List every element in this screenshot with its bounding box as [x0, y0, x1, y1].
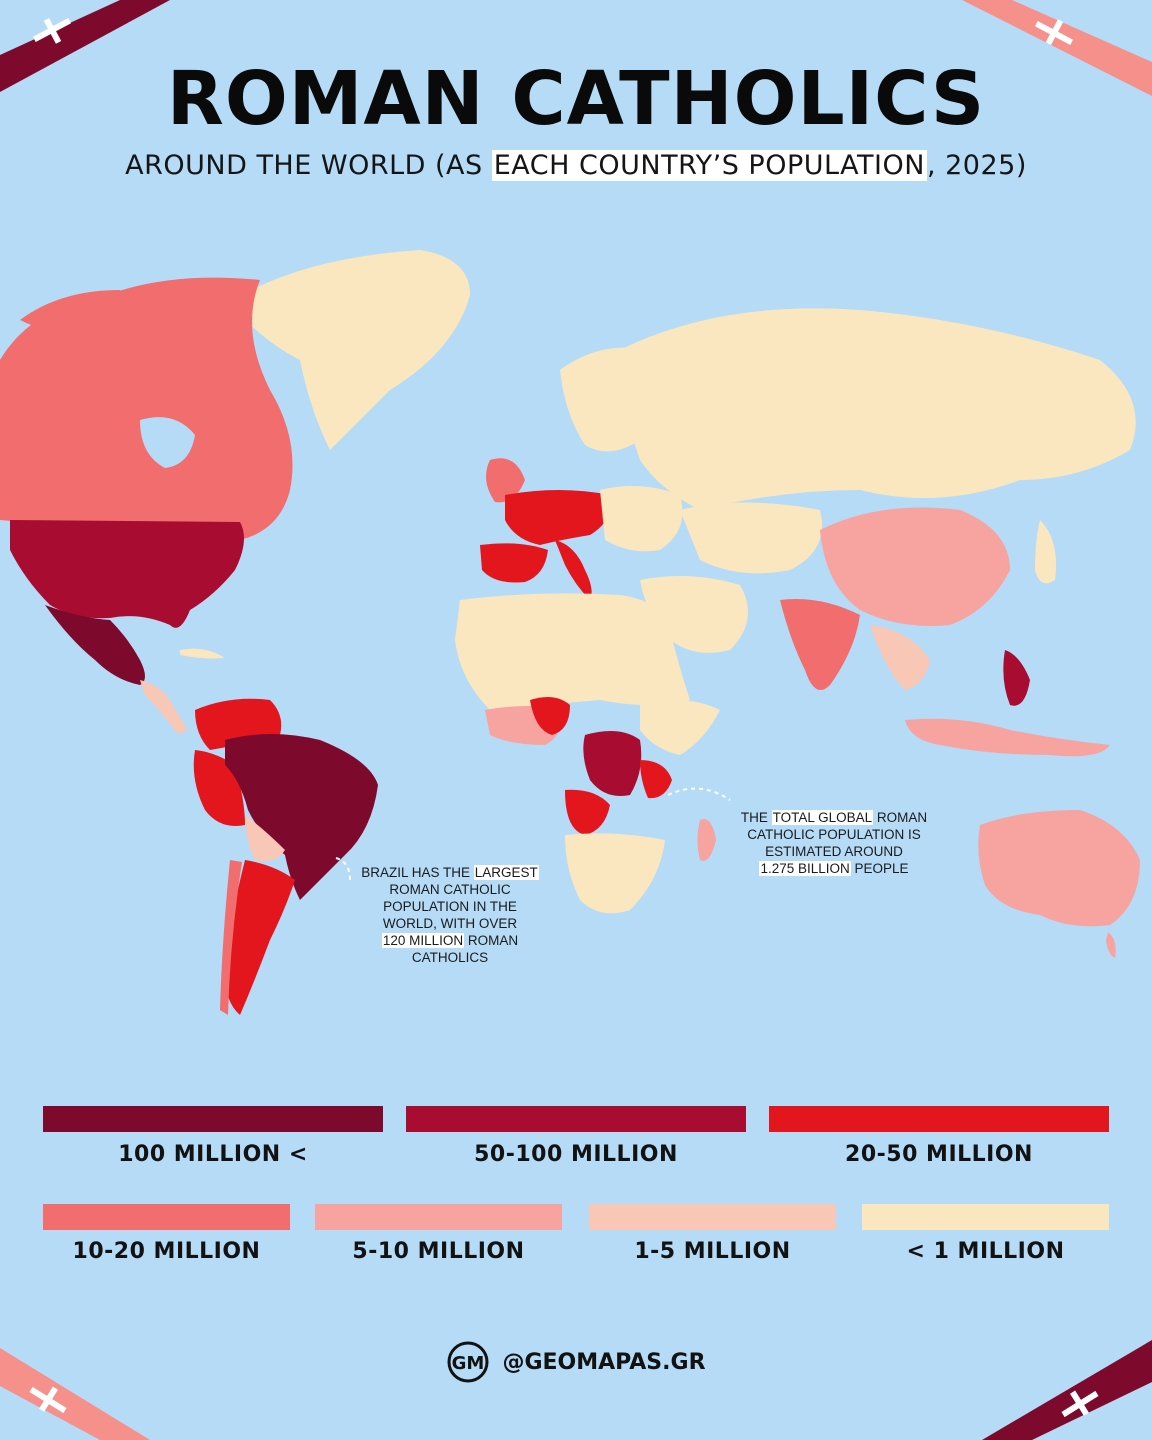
- corner-ribbon-top-right: [962, 0, 1152, 96]
- country-nigeria: [530, 696, 570, 735]
- country-canada-islands: [20, 290, 127, 334]
- legend-label-1-5m: 1-5 MILLION: [634, 1239, 791, 1264]
- legend-swatch-100m-plus: [43, 1106, 383, 1132]
- annotation-global-total: THE TOTAL GLOBAL ROMAN CATHOLIC POPULATI…: [724, 809, 944, 877]
- legend-label-10-20m: 10-20 MILLION: [72, 1239, 261, 1264]
- annotation-text: CATHOLICS: [411, 950, 489, 965]
- country-argentina: [224, 860, 295, 1015]
- legend-label-5-10m: 5-10 MILLION: [352, 1239, 525, 1264]
- annotation-text: CATHOLIC POPULATION IS: [747, 827, 921, 842]
- cross-icon: [32, 17, 72, 44]
- subtitle-post: , 2025): [926, 150, 1027, 181]
- country-indonesia: [905, 718, 1110, 757]
- annotation-text: POPULATION IN THE: [383, 899, 517, 914]
- annotation-highlight: LARGEST: [473, 865, 539, 880]
- annotation-text: HAS THE: [407, 865, 474, 880]
- country-japan: [1035, 520, 1056, 584]
- annotation-text: ROMAN: [464, 933, 519, 948]
- country-mexico: [45, 605, 145, 685]
- subtitle-pre: AROUND THE WORLD (AS: [125, 150, 492, 181]
- annotation-text: BRAZIL: [361, 865, 408, 880]
- country-china: [820, 507, 1010, 626]
- annotation-leader-brazil: [335, 857, 351, 881]
- country-central-america: [140, 680, 188, 734]
- legend-swatch-5-10m: [315, 1204, 562, 1230]
- country-usa: [10, 520, 244, 628]
- corner-ribbon-top-left: [0, 0, 170, 92]
- legend-label-under-1m: < 1 MILLION: [906, 1239, 1065, 1264]
- country-madagascar: [697, 819, 716, 861]
- annotation-text: PEOPLE: [850, 861, 909, 876]
- country-france-germany-poland: [505, 490, 611, 545]
- cross-icon: [29, 1386, 67, 1414]
- corner-ribbon-bottom-right: [982, 1340, 1152, 1440]
- country-southern-africa: [565, 833, 665, 914]
- annotation-leader-global: [667, 787, 731, 801]
- cross-icon: [1034, 19, 1074, 46]
- legend-label-20-50m: 20-50 MILLION: [845, 1142, 1033, 1167]
- legend-swatch-20-50m: [769, 1106, 1109, 1132]
- subtitle-highlight: EACH COUNTRY’S POPULATION: [491, 150, 927, 181]
- country-australia: [978, 810, 1140, 927]
- country-italy: [555, 540, 592, 600]
- legend-swatch-50-100m: [406, 1106, 746, 1132]
- legend-swatch-under-1m: [862, 1204, 1109, 1230]
- page-title: ROMAN CATHOLICS: [166, 56, 986, 142]
- country-chile: [220, 860, 242, 1015]
- world-map: [0, 250, 1140, 1015]
- annotation-text: ROMAN: [873, 810, 928, 825]
- country-angola: [565, 789, 610, 835]
- country-east-africa: [640, 698, 720, 755]
- annotation-highlight: TOTAL GLOBAL: [771, 810, 874, 825]
- country-cuba: [180, 648, 225, 659]
- hudson-bay: [140, 417, 195, 468]
- country-greenland: [230, 250, 470, 450]
- corner-ribbon-bottom-left: [0, 1348, 150, 1440]
- cross-icon: [1061, 1390, 1099, 1418]
- country-canada: [0, 277, 293, 540]
- country-russia: [620, 308, 1136, 510]
- country-india: [780, 599, 860, 690]
- country-uk-ireland: [486, 458, 525, 503]
- footer: GM @GEOMAPAS.GR: [0, 1340, 1152, 1384]
- legend-swatch-1-5m: [589, 1204, 836, 1230]
- geomapas-logo-icon: GM: [447, 1341, 489, 1383]
- annotation-text: THE: [740, 810, 772, 825]
- page-subtitle: AROUND THE WORLD (AS EACH COUNTRY’S POPU…: [0, 150, 1152, 181]
- annotation-text: WORLD, WITH OVER: [382, 916, 518, 931]
- country-new-zealand: [1106, 932, 1116, 958]
- annotation-highlight: 1.275 BILLION: [759, 861, 851, 876]
- country-dr-congo: [583, 731, 642, 796]
- country-southeast-asia: [870, 625, 930, 690]
- annotation-highlight: 120 MILLION: [381, 933, 465, 948]
- country-central-asia: [680, 502, 822, 574]
- annotation-text: ROMAN CATHOLIC: [389, 882, 511, 897]
- country-spain-portugal: [480, 543, 548, 583]
- country-tanzania: [640, 760, 672, 799]
- logo-text: GM: [452, 1353, 485, 1374]
- country-eastern-europe: [600, 486, 683, 552]
- annotation-brazil: BRAZIL HAS THE LARGEST ROMAN CATHOLIC PO…: [345, 864, 555, 966]
- country-north-africa: [455, 593, 690, 710]
- country-bolivia: [245, 815, 285, 862]
- country-philippines: [1003, 650, 1030, 706]
- legend-label-100m-plus: 100 MILLION <: [118, 1142, 308, 1167]
- annotation-text: ESTIMATED AROUND: [765, 844, 903, 859]
- footer-handle[interactable]: @GEOMAPAS.GR: [502, 1349, 706, 1375]
- legend-label-50-100m: 50-100 MILLION: [474, 1142, 678, 1167]
- legend-swatch-10-20m: [43, 1204, 290, 1230]
